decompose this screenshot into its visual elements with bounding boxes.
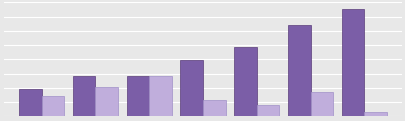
Bar (126, 76, 149, 116)
Bar (202, 100, 225, 116)
Bar (341, 9, 363, 116)
Bar (95, 87, 118, 116)
Bar (310, 92, 332, 116)
Bar (19, 89, 42, 116)
Bar (180, 60, 202, 116)
Bar (149, 76, 171, 116)
Bar (234, 47, 256, 116)
Bar (73, 76, 95, 116)
Bar (256, 106, 279, 116)
Bar (363, 112, 386, 116)
Bar (287, 25, 310, 116)
Bar (42, 96, 64, 116)
